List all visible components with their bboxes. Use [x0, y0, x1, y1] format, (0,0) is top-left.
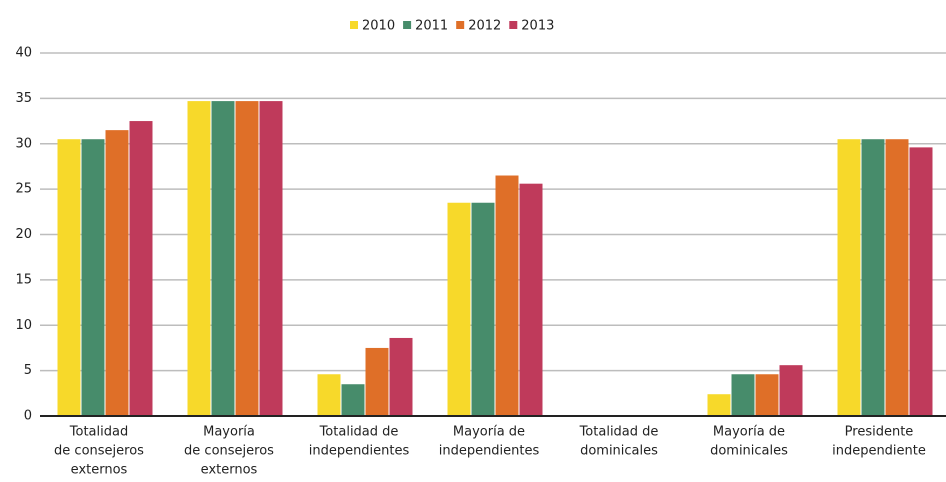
bar: [861, 139, 885, 416]
x-tick-label: Mayoría de: [453, 425, 525, 440]
legend-swatch: [456, 21, 465, 29]
y-tick-label: 20: [15, 227, 32, 242]
bar: [187, 101, 211, 416]
x-tick-label: Mayoría de: [713, 425, 785, 440]
x-tick-label: independiente: [832, 444, 926, 459]
y-tick-label: 25: [15, 182, 32, 197]
legend-swatch: [350, 21, 358, 29]
bar: [707, 394, 731, 416]
x-tick-label: externos: [71, 463, 128, 478]
bar: [341, 384, 365, 416]
x-tick-label: Totalidad de: [579, 425, 659, 440]
bar: [885, 139, 909, 416]
y-tick-label: 0: [24, 409, 32, 424]
x-tick-label: independientes: [439, 444, 540, 459]
bar: [211, 101, 235, 416]
bar: [909, 147, 933, 416]
bar: [57, 139, 81, 416]
bar: [731, 374, 755, 416]
x-tick-label: Presidente: [845, 425, 914, 440]
x-tick-label: de consejeros: [54, 444, 144, 459]
legend-swatch: [509, 21, 518, 29]
bar: [779, 365, 803, 416]
x-tick-label: Mayoría: [203, 425, 255, 440]
y-tick-label: 15: [15, 272, 32, 287]
y-tick-label: 35: [15, 91, 32, 106]
x-tick-label: externos: [201, 463, 258, 478]
y-tick-label: 40: [15, 46, 32, 61]
x-tick-label: independientes: [309, 444, 410, 459]
bar: [105, 130, 129, 416]
bar: [471, 202, 495, 416]
x-tick-label: Totalidad: [69, 425, 128, 440]
legend-label: 2012: [468, 19, 501, 34]
y-tick-label: 10: [15, 318, 32, 333]
x-tick-label: de consejeros: [184, 444, 274, 459]
bar: [235, 101, 259, 416]
legend-label: 2010: [362, 19, 395, 34]
bar: [81, 139, 105, 416]
bar: [495, 175, 519, 416]
bar: [129, 121, 153, 416]
bar: [447, 202, 471, 416]
legend-label: 2011: [415, 19, 448, 34]
bar: [389, 337, 413, 416]
x-tick-label: Totalidad de: [319, 425, 399, 440]
y-tick-label: 5: [24, 363, 32, 378]
bar: [837, 139, 861, 416]
bar: [317, 374, 341, 416]
bar: [259, 101, 283, 416]
bar: [755, 374, 779, 416]
bar: [365, 347, 389, 416]
legend-label: 2013: [521, 19, 554, 34]
y-tick-label: 30: [15, 136, 32, 151]
bar: [519, 183, 543, 416]
legend-swatch: [403, 21, 412, 29]
x-tick-label: dominicales: [580, 444, 658, 459]
x-tick-label: dominicales: [710, 444, 788, 459]
